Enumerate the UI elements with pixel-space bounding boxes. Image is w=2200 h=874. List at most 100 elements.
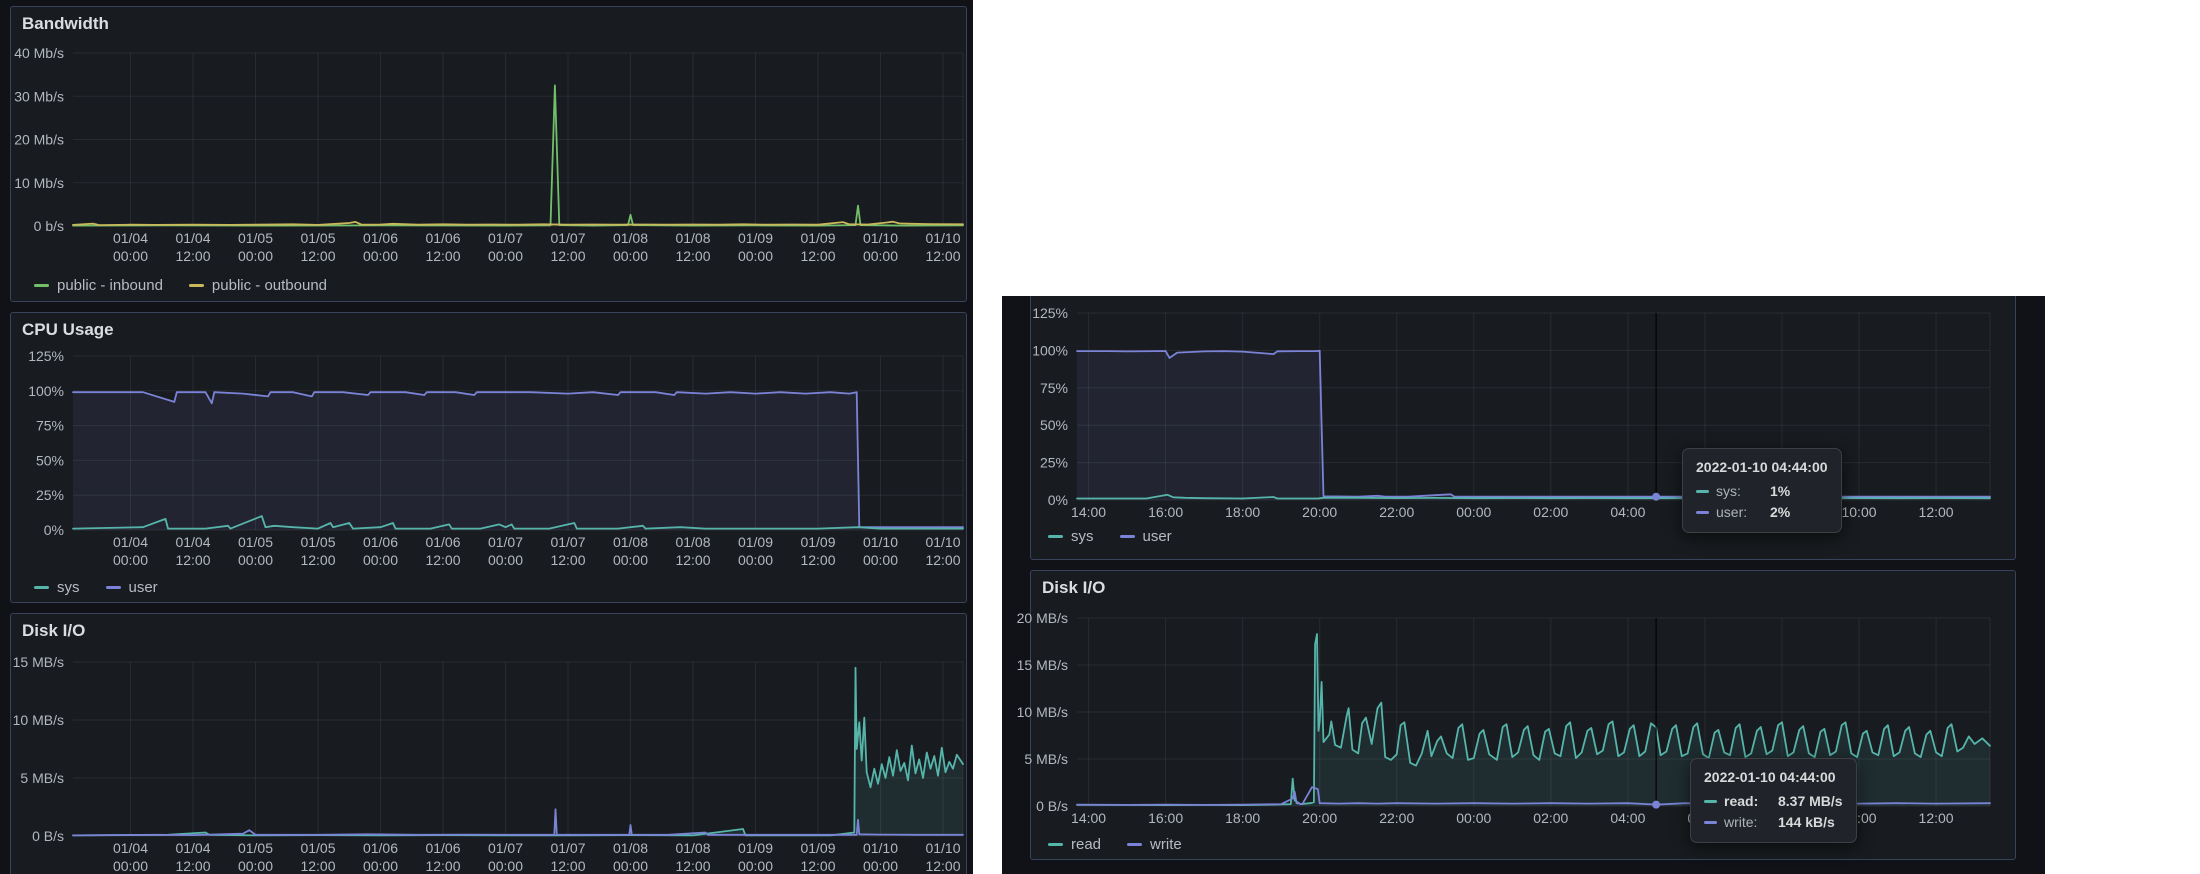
x-axis-label: 01/04 <box>113 840 148 856</box>
x-axis-label: 01/09 <box>738 840 773 856</box>
bandwidth-chart: 0 b/s 10 Mb/s 20 Mb/s 30 Mb/s 40 Mb/s 01/04 00… <box>11 7 968 303</box>
x-axis-label: 01/07 <box>488 230 523 246</box>
bandwidth-panel: Bandwidth 0 b/s 10 Mb/s 20 Mb/s 30 Mb/s 40 M… <box>10 6 967 302</box>
disk-tooltip-read-label: read: <box>1724 793 1759 809</box>
legend-item-sys[interactable]: sys <box>1048 528 1094 545</box>
legend-label: write <box>1150 836 1182 853</box>
legend-item-user[interactable]: user <box>105 579 158 596</box>
x-axis-label: 01/08 <box>675 534 710 550</box>
x-axis-label: 01/08 <box>675 840 710 856</box>
y-axis-label: 125% <box>28 348 64 364</box>
x-axis-label: 01/10 <box>925 840 960 856</box>
disk-io-right-panel-title[interactable]: Disk I/O <box>1042 578 1106 597</box>
x-axis-label: 00:00 <box>738 248 773 264</box>
legend-item-sys[interactable]: sys <box>34 579 80 596</box>
x-axis-label: 12:00 <box>925 858 960 874</box>
x-axis-label: 00:00 <box>238 552 273 568</box>
x-axis-label: 01/04 <box>113 230 148 246</box>
legend-item-public-inbound[interactable]: public - inbound <box>34 277 163 294</box>
x-axis-label: 14:00 <box>1071 810 1106 826</box>
x-axis-label: 12:00 <box>300 858 335 874</box>
x-axis-label: 12:00 <box>925 552 960 568</box>
disk-io-chart: 0 B/s 5 MB/s 10 MB/s 15 MB/s 01/04 00:00 01/04… <box>11 614 968 874</box>
cpu-tooltip-row-sys: sys: 1% <box>1696 483 1828 499</box>
x-axis-label: 20:00 <box>1302 504 1337 520</box>
legend-label: sys <box>1071 528 1094 545</box>
series-line-public - outbound <box>72 220 964 226</box>
x-axis-label: 01/07 <box>488 840 523 856</box>
x-axis-label: 01/08 <box>613 840 648 856</box>
x-axis-label: 01/09 <box>800 230 835 246</box>
x-axis-label: 00:00 <box>863 858 898 874</box>
x-axis-label: 01/06 <box>425 534 460 550</box>
x-axis-label: 01/07 <box>550 840 585 856</box>
legend-label: user <box>128 579 158 596</box>
cpu-tooltip-sys-value: 1% <box>1770 483 1791 499</box>
x-axis-label: 16:00 <box>1148 810 1183 826</box>
disk-tooltip-write-value: 144 kB/s <box>1778 814 1835 830</box>
legend-swatch <box>1127 843 1143 846</box>
x-axis-label: 01/04 <box>175 534 210 550</box>
bandwidth-legend: public - inbound public - outbound <box>34 277 327 294</box>
bandwidth-panel-title[interactable]: Bandwidth <box>22 14 109 33</box>
y-axis-label: 15 MB/s <box>13 654 64 670</box>
x-axis-label: 01/08 <box>613 230 648 246</box>
x-axis-label: 12:00 <box>675 858 710 874</box>
legend-item-public-outbound[interactable]: public - outbound <box>188 277 328 294</box>
disk-io-panel-title[interactable]: Disk I/O <box>22 621 86 640</box>
x-axis-label: 02:00 <box>1533 504 1568 520</box>
x-axis-label: 01/05 <box>238 840 273 856</box>
series-line-user <box>72 391 964 529</box>
legend-label: public - outbound <box>211 277 328 294</box>
disk-io-right-plot[interactable]: 0 B/s 5 MB/s 10 MB/s 15 MB/s 20 MB/s 14:00 16:… <box>1002 296 2045 874</box>
y-axis-label: 0 B/s <box>1036 798 1068 814</box>
x-axis-label: 22:00 <box>1379 810 1414 826</box>
x-axis-label: 01/07 <box>488 534 523 550</box>
legend-item-read[interactable]: read <box>1048 836 1101 853</box>
x-axis-label: 01/06 <box>363 230 398 246</box>
cpu-usage-chart: 0% 25% 50% 75% 100% 125% 01/04 00:00 01/04 12:00 0… <box>11 313 968 604</box>
legend-item-user[interactable]: user <box>1119 528 1172 545</box>
cpu-usage-left-plot[interactable]: 0% 25% 50% 75% 100% 125% 01/04 00:00 01/04 12:00 0… <box>11 313 968 604</box>
hover-point <box>1652 800 1661 809</box>
cpu-usage-panel-title[interactable]: CPU Usage <box>22 320 114 339</box>
y-axis-label: 50% <box>36 452 64 468</box>
x-axis-label: 00:00 <box>1456 810 1491 826</box>
cpu-tooltip: 2022-01-10 04:44:00 sys: 1% user: 2% <box>1682 448 1842 533</box>
x-axis-label: 01/05 <box>300 230 335 246</box>
disk-io-left-plot[interactable]: 0 B/s 5 MB/s 10 MB/s 15 MB/s 01/04 00:00 01/04… <box>11 614 968 874</box>
cpu-tooltip-row-user: user: 2% <box>1696 504 1828 520</box>
x-axis-label: 00:00 <box>1456 504 1491 520</box>
bandwidth-plot[interactable]: 0 b/s 10 Mb/s 20 Mb/s 30 Mb/s 40 Mb/s 01/04 00… <box>11 7 968 303</box>
x-axis-label: 01/05 <box>300 534 335 550</box>
y-axis-label: 20 MB/s <box>1017 610 1068 626</box>
cpu-tooltip-user-value: 2% <box>1770 504 1791 520</box>
x-axis-label: 12:00 <box>925 248 960 264</box>
user-series-swatch <box>1696 510 1709 514</box>
x-axis-label: 12:00 <box>175 552 210 568</box>
x-axis-label: 00:00 <box>613 858 648 874</box>
y-axis-label: 25% <box>1040 455 1068 471</box>
x-axis-label: 22:00 <box>1379 504 1414 520</box>
series-fill-read <box>73 667 963 836</box>
x-axis-label: 00:00 <box>738 552 773 568</box>
x-axis-label: 00:00 <box>113 552 148 568</box>
x-axis-label: 10:00 <box>1841 504 1876 520</box>
x-axis-label: 01/06 <box>425 840 460 856</box>
x-axis-label: 00:00 <box>738 858 773 874</box>
x-axis-label: 00:00 <box>863 552 898 568</box>
y-axis-label: 50% <box>1040 417 1068 433</box>
legend-item-write[interactable]: write <box>1127 836 1182 853</box>
x-axis-label: 01/10 <box>863 534 898 550</box>
x-axis-label: 12:00 <box>425 552 460 568</box>
series-line-read <box>72 666 964 837</box>
x-axis-label: 00:00 <box>363 248 398 264</box>
series-line-public - inbound <box>72 84 964 227</box>
y-axis-label: 100% <box>28 383 64 399</box>
x-axis-label: 18:00 <box>1225 504 1260 520</box>
x-axis-label: 12:00 <box>550 248 585 264</box>
disk-io-chart-right: 0 B/s 5 MB/s 10 MB/s 15 MB/s 20 MB/s 14:00 16:… <box>1002 296 2045 874</box>
y-axis-label: 0 B/s <box>32 828 64 844</box>
y-axis-label: 100% <box>1032 342 1068 358</box>
x-axis-label: 00:00 <box>113 248 148 264</box>
